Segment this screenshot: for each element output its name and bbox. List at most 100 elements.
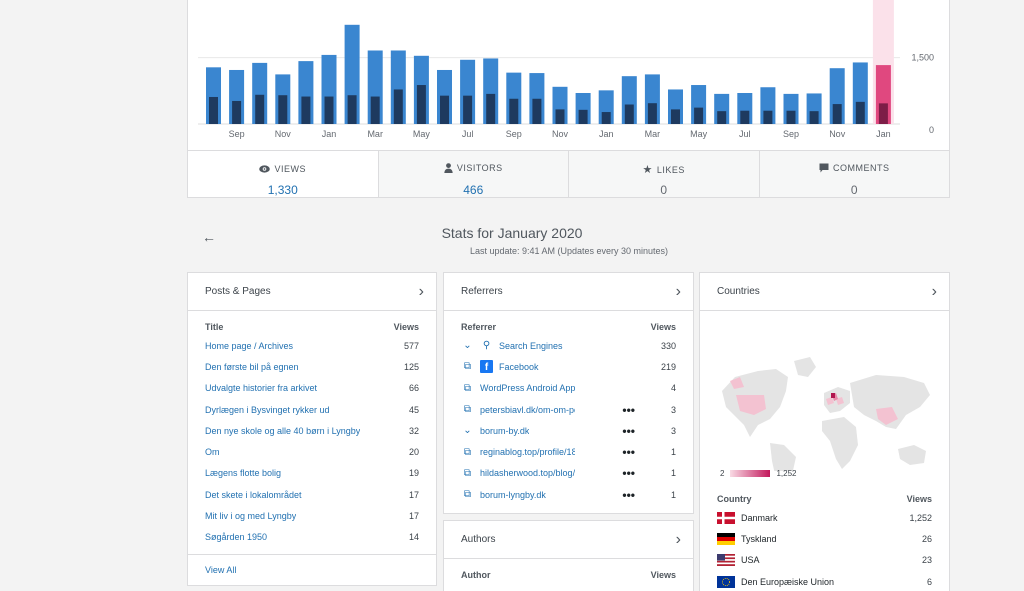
tab-views[interactable]: Views 1,330 [188, 151, 379, 197]
tab-likes[interactable]: ★ Likes 0 [569, 151, 760, 197]
chevron-right-icon[interactable]: › [675, 282, 681, 300]
post-title-link[interactable]: Dyrlægen i Bysvinget rykker ud [205, 404, 330, 415]
star-icon: ★ [642, 164, 653, 176]
stats-tabs: Views 1,330 Visitors 466 ★ Likes 0 Comme… [187, 150, 950, 198]
referrer-cell: ⧉ f Facebook [461, 360, 539, 374]
external-link-icon[interactable]: ⧉ [463, 404, 472, 416]
external-link-icon[interactable]: ⧉ [463, 382, 472, 394]
tab-comments[interactable]: Comments 0 [760, 151, 950, 197]
referrer-link[interactable]: borum-lyngby.dk [480, 489, 546, 500]
table-row: Tyskland 26 [700, 528, 949, 549]
referrer-cell: ⧉ hildasherwood.top/blog/18575 [461, 468, 575, 479]
post-title-link[interactable]: Om [205, 447, 220, 458]
table-row[interactable]: Udvalgte historier fra arkivet 66 [188, 378, 436, 399]
table-row[interactable]: Søgården 1950 14 [188, 527, 436, 548]
table-row[interactable]: Det skete i lokalområdet 17 [188, 484, 436, 505]
referrer-views: 219 [660, 361, 676, 372]
posts-pages-header[interactable]: Posts & Pages › [188, 273, 436, 311]
country-cell: Danmark [717, 511, 778, 524]
legend-min: 2 [720, 469, 725, 478]
legend-max: 1,252 [776, 469, 797, 478]
more-options-icon[interactable]: ••• [622, 445, 635, 460]
table-row[interactable]: Dyrlægen i Bysvinget rykker ud 45 [188, 399, 436, 420]
chevron-right-icon[interactable]: › [931, 282, 937, 300]
eye-icon [259, 165, 271, 173]
visitors-bar [370, 96, 380, 124]
referrer-link[interactable]: petersbiavl.dk/om-om-peters-i [480, 404, 575, 415]
table-row[interactable]: ⧉ WordPress Android App 4 [444, 378, 693, 399]
chevron-right-icon[interactable]: › [675, 530, 681, 548]
table-row[interactable]: ⧉ petersbiavl.dk/om-om-peters-i ••• 3 [444, 399, 693, 420]
card-title: Posts & Pages [205, 286, 271, 297]
tab-views-label: Views [274, 164, 306, 174]
post-title-link[interactable]: Lægens flotte bolig [205, 468, 282, 479]
referrer-cell: ⌄ ⚲ Search Engines [461, 340, 563, 352]
referrer-link[interactable]: borum-by.dk [480, 425, 530, 436]
visitors-bar [232, 100, 242, 124]
tab-comments-value: 0 [850, 183, 858, 197]
chevron-down-icon[interactable]: ⌄ [463, 425, 472, 437]
referrer-link[interactable]: Search Engines [499, 340, 563, 351]
chevron-right-icon[interactable]: › [418, 282, 424, 300]
stats-chart-panel: Sep Nov Jan Mar May Jul Sep Nov Jan Mar May Jul Sep N… [187, 0, 950, 150]
table-row[interactable]: Lægens flotte bolig 19 [188, 463, 436, 484]
post-title-link[interactable]: Søgården 1950 [205, 532, 268, 543]
referrers-header[interactable]: Referrers › [444, 273, 693, 311]
referrer-link[interactable]: hildasherwood.top/blog/18575 [480, 468, 575, 479]
back-arrow-icon[interactable]: ← [202, 229, 216, 245]
column-title: Title [205, 322, 224, 332]
visitors-bar [440, 95, 449, 124]
external-link-icon[interactable]: ⧉ [463, 467, 472, 479]
more-options-icon[interactable]: ••• [622, 402, 635, 417]
referrer-link[interactable]: Facebook [499, 361, 539, 372]
post-title-link[interactable]: Mit liv i og med Lyngby [205, 511, 297, 522]
external-link-icon[interactable]: ⧉ [463, 446, 472, 458]
referrer-link[interactable]: reginablog.top/profile/1857513 [480, 447, 575, 458]
more-options-icon[interactable]: ••• [622, 487, 635, 502]
table-row: Den Europæiske Union 6 [700, 571, 949, 591]
table-row[interactable]: Den første bil på egnen 125 [188, 356, 436, 377]
countries-header[interactable]: Countries › [700, 273, 949, 311]
post-title-link[interactable]: Home page / Archives [205, 340, 294, 351]
post-title-link[interactable]: Den første bil på egnen [205, 361, 299, 372]
post-title-link[interactable]: Udvalgte historier fra arkivet [205, 383, 318, 394]
referrers-card: Referrers › Referrer Views ⌄ ⚲ Search Engi… [443, 272, 694, 514]
table-row[interactable]: ⧉ hildasherwood.top/blog/18575 ••• 1 [444, 463, 693, 484]
external-link-icon[interactable]: ⧉ [463, 489, 472, 501]
tab-visitors[interactable]: Visitors 466 [379, 151, 569, 197]
visitors-bar [278, 95, 288, 124]
external-link-icon[interactable]: ⧉ [463, 361, 472, 373]
visitors-bar [786, 110, 796, 124]
table-row: Danmark 1,252 [700, 507, 949, 528]
referrer-right: 330 [661, 341, 676, 351]
view-all-link[interactable]: View All [188, 553, 436, 585]
referrer-link[interactable]: WordPress Android App [480, 383, 575, 394]
table-row[interactable]: Om 20 [188, 441, 436, 462]
country-name: USA [741, 555, 760, 566]
referrer-right: ••• 3 [622, 424, 676, 438]
card-title: Authors [461, 534, 496, 545]
column-referrer: Referrer [461, 322, 497, 332]
column-views: Views [650, 322, 676, 332]
chevron-down-icon[interactable]: ⌄ [463, 340, 472, 352]
flag-us-icon [717, 554, 735, 567]
table-row[interactable]: Den nye skole og alle 40 børn i Lyngby 32 [188, 420, 436, 441]
tab-comments-label: Comments [833, 163, 890, 173]
country-views: 6 [926, 576, 932, 587]
table-row[interactable]: Home page / Archives 577 [188, 335, 436, 356]
visitors-bar [486, 93, 496, 124]
post-title-link[interactable]: Den nye skole og alle 40 børn i Lyngby [205, 425, 360, 436]
table-row[interactable]: Mit liv i og med Lyngby 17 [188, 505, 436, 526]
referrer-cell: ⧉ borum-lyngby.dk [461, 489, 546, 500]
table-row[interactable]: ⌄ borum-by.dk ••• 3 [444, 420, 693, 441]
more-options-icon[interactable]: ••• [622, 423, 635, 438]
referrer-cell: ⧉ WordPress Android App [461, 383, 575, 394]
tab-visitors-label: Visitors [456, 163, 503, 173]
post-title-link[interactable]: Det skete i lokalområdet [205, 489, 302, 500]
table-row[interactable]: ⌄ ⚲ Search Engines 330 [444, 335, 693, 356]
more-options-icon[interactable]: ••• [622, 466, 635, 481]
authors-header[interactable]: Authors › [444, 521, 693, 559]
table-row[interactable]: ⧉ f Facebook 219 [444, 356, 693, 377]
table-row[interactable]: ⧉ reginablog.top/profile/1857513 ••• 1 [444, 441, 693, 462]
table-row[interactable]: ⧉ borum-lyngby.dk ••• 1 [444, 484, 693, 505]
